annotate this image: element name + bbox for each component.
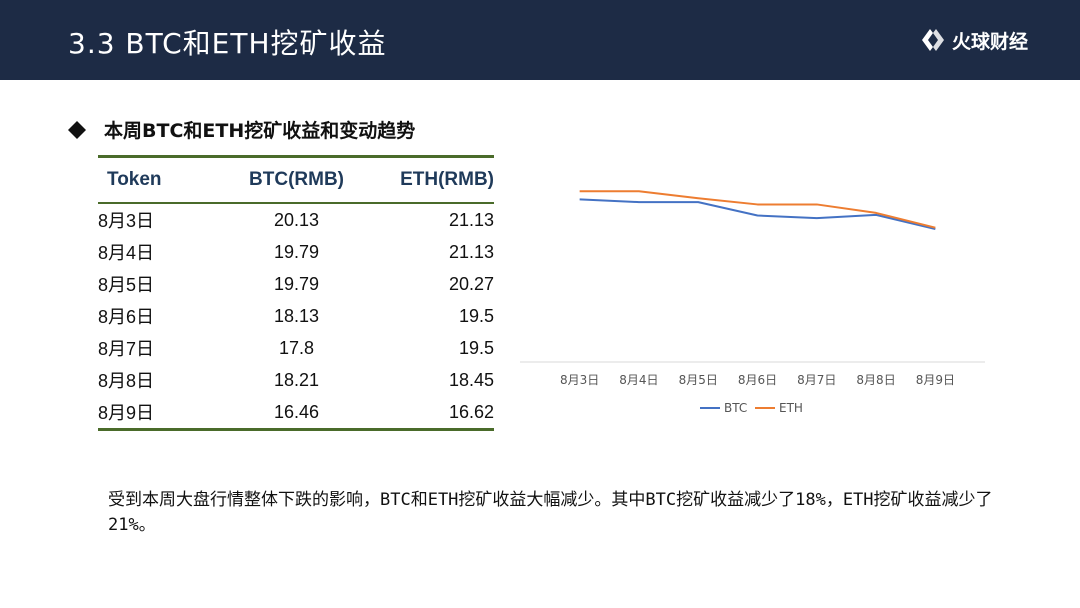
legend-label-eth: ETH (779, 401, 803, 415)
table-row: 8月6日 18.13 19.5 (98, 300, 494, 332)
diamond-bullet-icon (68, 120, 86, 139)
table-row: 8月8日 18.21 18.45 (98, 364, 494, 396)
btc-cell: 16.46 (273, 401, 320, 422)
x-tick-label: 8月7日 (797, 373, 836, 387)
section-heading: 本周BTC和ETH挖矿收益和变动趋势 (68, 116, 415, 143)
table-row: 8月4日 19.79 21.13 (98, 236, 494, 268)
table-header-row: Token BTC(RMB) ETH(RMB) (98, 156, 494, 203)
date-cell: 8月6日 (98, 307, 155, 327)
eth-cell: 21.13 (448, 209, 494, 230)
eth-cell: 21.13 (448, 241, 494, 262)
eth-cell: 20.27 (448, 273, 494, 294)
x-tick-label: 8月4日 (619, 373, 658, 387)
series-line-eth (579, 190, 936, 229)
btc-cell: 19.79 (273, 273, 320, 294)
brand: 火球财经 (920, 24, 1028, 56)
table-row: 8月3日 20.13 21.13 (98, 203, 494, 236)
table-row: 8月5日 19.79 20.27 (98, 268, 494, 300)
brand-name: 火球财经 (952, 30, 1029, 53)
btc-cell: 18.21 (273, 369, 320, 390)
eth-cell: 19.5 (458, 305, 494, 326)
eth-cell: 16.62 (448, 401, 494, 422)
date-cell: 8月5日 (98, 275, 155, 295)
column-header-eth: ETH(RMB) (400, 169, 494, 190)
mining-revenue-table: Token BTC(RMB) ETH(RMB) 8月3日 20.13 21.13… (98, 155, 494, 431)
section-heading-text: 本周BTC和ETH挖矿收益和变动趋势 (104, 120, 416, 142)
series-line-btc (579, 198, 936, 230)
brand-logo-icon (922, 29, 944, 51)
date-cell: 8月3日 (98, 211, 155, 231)
btc-cell: 18.13 (273, 305, 320, 326)
x-tick-label: 8月9日 (916, 373, 955, 387)
column-header-btc: BTC(RMB) (249, 169, 344, 190)
btc-cell: 17.8 (278, 337, 315, 358)
table-row: 8月7日 17.8 19.5 (98, 332, 494, 364)
date-cell: 8月9日 (98, 403, 155, 423)
btc-cell: 19.79 (273, 241, 320, 262)
table-row: 8月9日 16.46 16.62 (98, 396, 494, 430)
x-tick-label: 8月5日 (679, 373, 718, 387)
x-tick-label: 8月3日 (560, 373, 599, 387)
date-cell: 8月8日 (98, 371, 155, 391)
header-bar: 3.3 BTC和ETH挖矿收益 火球财经 (0, 0, 1080, 80)
column-header-token: Token (107, 169, 162, 190)
date-cell: 8月4日 (98, 243, 155, 263)
eth-cell: 18.45 (448, 369, 494, 390)
x-tick-label: 8月8日 (856, 373, 895, 387)
summary-paragraph: 受到本周大盘行情整体下跌的影响，BTC和ETH挖矿收益大幅减少。其中BTC挖矿收… (108, 490, 993, 535)
mining-revenue-line-chart: 8月3日 8月4日 8月5日 8月6日 8月7日 8月8日 8月9日 BTC ETH (520, 190, 985, 415)
legend-label-btc: BTC (724, 401, 747, 415)
date-cell: 8月7日 (98, 339, 155, 359)
eth-cell: 19.5 (458, 337, 494, 358)
page-title: 3.3 BTC和ETH挖矿收益 (68, 27, 387, 60)
x-tick-label: 8月6日 (738, 373, 777, 387)
btc-cell: 20.13 (273, 209, 320, 230)
